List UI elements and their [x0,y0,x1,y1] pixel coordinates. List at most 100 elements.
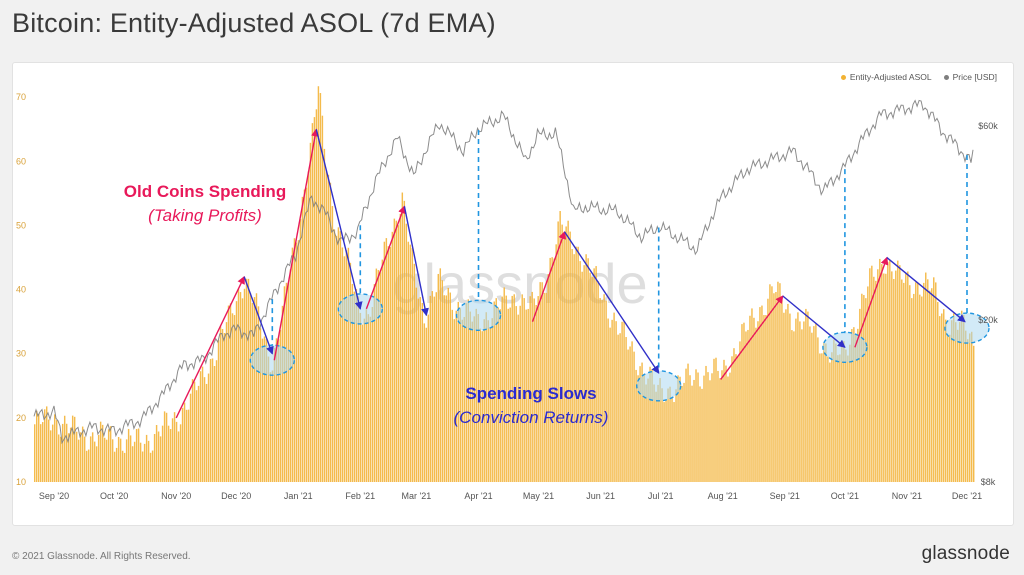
asol-bar [961,310,963,482]
asol-bar [521,294,523,482]
asol-bar [399,213,402,482]
asol-bar [781,300,783,482]
asol-bar [551,257,553,482]
asol-bar [245,278,248,482]
asol-bar [429,295,432,482]
asol-bar [477,314,479,482]
asol-bar [203,377,206,482]
asol-bar [687,363,689,482]
asol-bar [257,306,260,482]
annotation-spending-slows-title: Spending Slows [465,384,596,403]
asol-bar [407,241,410,482]
asol-bar [229,303,232,482]
asol-bar [743,322,745,482]
asol-bar [935,282,937,482]
asol-bar [537,296,539,482]
asol-bar [321,115,324,482]
asol-bar [81,426,84,482]
asol-bar [525,309,527,482]
asol-bar [715,357,717,482]
asol-bar [895,270,897,482]
y-tick-label: 30 [16,349,26,359]
asol-bar [261,338,264,482]
asol-bar [369,316,372,482]
asol-bar [411,247,414,482]
low-ellipse-marker [944,312,990,344]
asol-bar [337,227,340,482]
asol-bar [577,246,579,482]
asol-bar [561,224,563,482]
profit-taking-arrow [854,256,889,348]
asol-bar [287,283,290,482]
asol-bar [681,385,683,482]
asol-bar [579,261,581,482]
asol-bar [615,321,617,482]
asol-bar [159,436,162,482]
asol-bar [639,366,641,482]
asol-bar [265,338,268,482]
asol-bar [207,373,210,482]
asol-bar [565,226,567,482]
asol-bar [817,337,819,482]
asol-bar [543,292,545,482]
asol-bar [939,316,941,482]
asol-bar [267,356,270,482]
asol-bar [653,384,655,482]
asol-bar [811,332,813,482]
asol-bar [809,326,811,482]
asol-bar [587,258,589,482]
x-tick-label: Nov '21 [892,491,922,501]
asol-bar [925,272,927,482]
asol-bar [457,301,459,482]
asol-bar [413,263,416,482]
asol-bar [309,142,312,482]
asol-bar [795,318,797,482]
asol-bar [741,324,743,482]
legend-item-asol[interactable]: Entity-Adjusted ASOL [840,72,932,82]
y-tick-label: 60 [16,156,26,166]
asol-bar [733,348,735,482]
asol-bar [499,309,501,482]
asol-bar [911,298,913,482]
asol-bar [389,246,392,482]
asol-bar [38,413,40,482]
asol-bar [825,343,827,482]
asol-bar [327,174,330,482]
asol-bar [345,250,348,482]
asol-bar [511,295,513,482]
asol-bar [275,338,278,482]
asol-bar [111,439,114,482]
asol-bar [75,431,78,482]
asol-bar [107,429,110,482]
asol-bar [459,308,461,482]
asol-bar [951,320,953,482]
legend-item-price[interactable]: Price [USD] [943,72,997,82]
asol-bar [841,342,843,482]
asol-bar [899,265,901,482]
asol-bar [299,219,302,483]
asol-bar [933,277,935,482]
asol-bar [371,306,374,482]
asol-bar [789,313,791,482]
asol-bar [183,402,186,482]
asol-bar [305,187,308,482]
asol-bar [689,375,691,482]
asol-bar [523,298,525,482]
asol-bar [717,370,719,482]
asol-bar [209,359,212,482]
asol-bar [943,309,945,482]
asol-bar [423,323,426,482]
asol-bar [149,452,152,482]
asol-bar [307,171,310,482]
y-tick-label: 20 [16,413,26,423]
asol-bar [303,189,306,483]
asol-bar [455,310,457,482]
legend-label-price: Price [USD] [952,72,997,82]
asol-bar [631,341,633,482]
asol-bar [479,328,481,482]
asol-bar [155,425,158,482]
asol-bar [185,409,188,482]
asol-bar [83,436,86,482]
asol-bar [177,431,180,482]
asol-bar [651,369,653,482]
